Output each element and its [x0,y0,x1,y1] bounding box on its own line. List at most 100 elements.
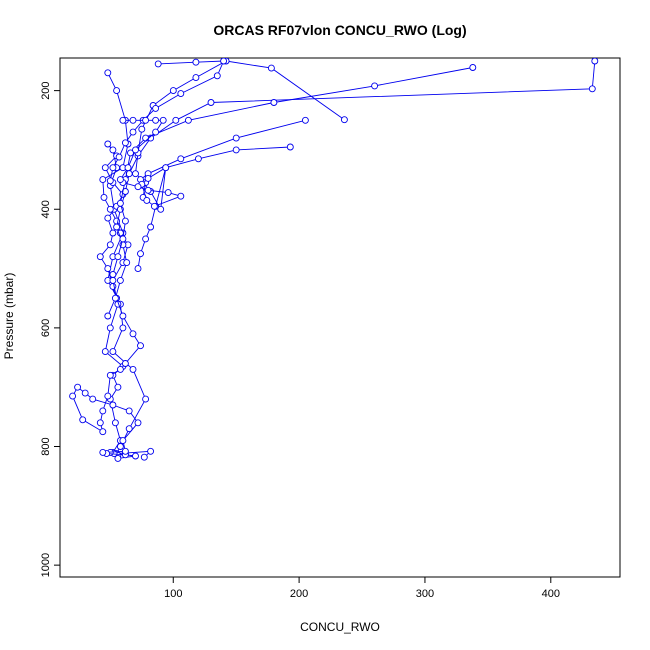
data-point [129,365,137,373]
data-point [119,324,127,332]
data-point [114,454,122,462]
data-point [121,188,129,195]
data-point [119,312,127,320]
data-point [114,253,122,261]
data-point [177,155,185,163]
data-point [101,348,109,356]
data-point [140,453,148,461]
data-point [125,425,133,433]
series-line [107,60,596,317]
data-point [99,176,107,184]
data-point [81,389,89,397]
data-point [99,448,107,456]
data-point [121,139,129,147]
series-layer [69,58,599,462]
data-point [106,205,114,213]
data-point [74,383,82,391]
x-tick-label: 200 [290,588,308,600]
data-point [144,186,152,194]
x-tick-label: 100 [164,588,182,600]
data-point [104,312,112,320]
x-axis-label: CONCU_RWO [300,620,380,634]
data-point [79,416,87,424]
data-point [232,134,240,142]
data-point [109,348,117,356]
data-point [144,174,152,182]
data-point [104,140,112,148]
data-point [142,395,150,403]
data-point [301,116,309,124]
data-point [113,87,121,95]
data-point [111,419,119,427]
data-point [106,371,114,379]
data-point [104,69,112,77]
data-point [132,146,139,154]
data-point [104,214,112,222]
data-point [588,85,596,93]
data-point [134,419,142,427]
data-point [121,360,129,367]
data-point [116,365,124,373]
data-point [101,164,109,172]
data-point [109,271,117,278]
data-point [109,276,117,284]
data-point [124,164,132,172]
chart-title: ORCAS RF07vlon CONCU_RWO (Log) [213,22,466,38]
data-point [116,276,124,284]
data-point [119,437,127,445]
data-point [119,235,127,243]
data-point [99,407,107,415]
data-point [125,407,133,415]
data-point [96,419,104,427]
y-tick-label: 800 [40,437,52,455]
data-point [137,342,144,350]
data-point [194,155,202,163]
data-point [89,395,97,403]
x-tick-label: 400 [542,588,560,600]
data-point [69,392,77,400]
data-point [96,253,104,261]
data-point [591,58,599,65]
data-point [109,164,117,172]
data-point [177,192,185,200]
y-tick-label: 400 [40,200,52,218]
data-point [192,58,200,66]
data-point [172,116,180,124]
data-point [132,170,139,178]
data-point [129,116,137,124]
data-point [111,294,119,302]
data-point [113,223,121,231]
data-point [220,58,228,65]
series-group [69,58,599,462]
data-point [207,99,215,106]
data-point [109,229,117,237]
data-point [143,196,151,204]
data-point [134,183,142,191]
data-point [114,383,122,391]
data-point [371,82,379,90]
data-point [150,202,158,210]
data-point [147,447,155,455]
data-point [154,60,162,68]
data-point [104,392,112,400]
data-point [116,443,124,450]
y-tick-label: 1000 [40,553,52,577]
data-point [106,241,114,249]
data-point [134,265,142,273]
data-point [152,104,160,112]
data-point [177,90,185,98]
data-point [162,164,170,172]
data-point [121,217,129,225]
data-point [104,265,112,273]
data-point [147,223,155,231]
data-point [142,235,150,243]
data-point [270,99,278,106]
data-point [142,116,150,124]
data-point [232,146,240,154]
data-point [121,447,129,455]
data-point [119,116,127,124]
data-point [192,74,200,82]
data-point [340,116,348,124]
data-point [138,125,146,133]
